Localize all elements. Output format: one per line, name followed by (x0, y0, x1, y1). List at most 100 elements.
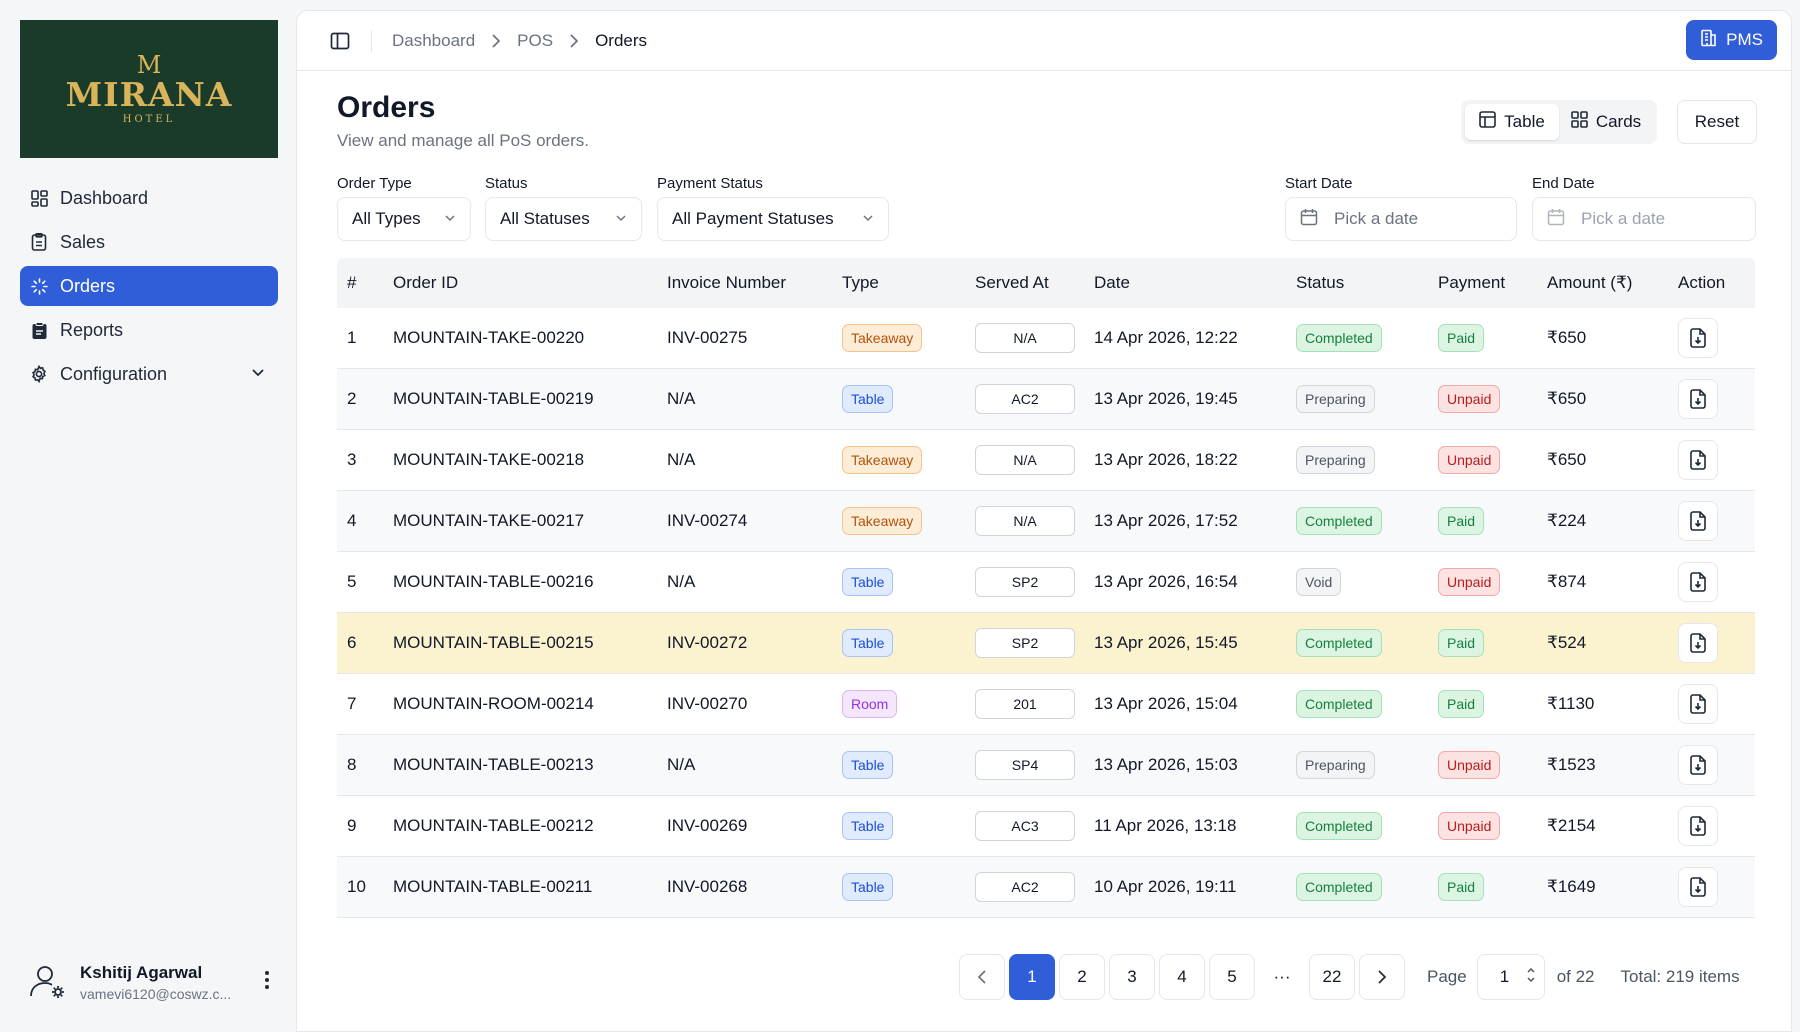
download-invoice-button[interactable] (1678, 440, 1718, 480)
action-cell (1678, 623, 1755, 663)
invoice-number: N/A (667, 572, 696, 591)
type-badge: Table (842, 568, 894, 596)
download-invoice-button[interactable] (1678, 379, 1718, 419)
prev-page-button[interactable] (959, 954, 1005, 1000)
invoice-number: N/A (667, 755, 696, 774)
logo-sub: HOTEL (122, 113, 176, 125)
type-badge: Table (842, 751, 894, 779)
order-id: MOUNTAIN-TABLE-00219 (393, 389, 594, 408)
download-invoice-button[interactable] (1678, 562, 1718, 602)
order-date: 14 Apr 2026, 12:22 (1094, 328, 1238, 347)
table-row[interactable]: 1 MOUNTAIN-TAKE-00220 INV-00275 Takeaway N/A… (337, 308, 1755, 369)
chevron-left-icon (977, 970, 986, 984)
served-cell: N/A (975, 506, 1094, 536)
sidebar-item-label: Sales (60, 231, 106, 252)
table-row[interactable]: 5 MOUNTAIN-TABLE-00216 N/A Table SP2 13 Apr 2… (337, 552, 1755, 613)
sidebar-item-reports[interactable]: Reports (20, 310, 278, 350)
pms-button[interactable]: PMS (1686, 20, 1777, 60)
page-subtitle: View and manage all PoS orders. (337, 131, 590, 150)
served-at-badge: SP4 (975, 750, 1075, 780)
sidebar-toggle-icon[interactable] (329, 30, 351, 52)
chevron-down-icon[interactable] (250, 364, 266, 385)
sidebar-item-dashboard[interactable]: Dashboard (20, 178, 278, 218)
row-number: 1 (347, 328, 357, 347)
breadcrumb-dashboard[interactable]: Dashboard (392, 30, 476, 50)
order-date: 10 Apr 2026, 19:11 (1094, 877, 1237, 896)
payment-status-select[interactable]: All Payment Statuses (657, 197, 889, 241)
column-header: Invoice Number (667, 273, 787, 292)
row-number: 6 (347, 633, 357, 652)
download-invoice-button[interactable] (1678, 867, 1718, 907)
table-row[interactable]: 10 MOUNTAIN-TABLE-00211 INV-00268 Table AC2 1… (337, 857, 1755, 918)
table-row[interactable]: 9 MOUNTAIN-TABLE-00212 INV-00269 Table AC3 11… (337, 796, 1755, 857)
served-cell: SP2 (975, 567, 1094, 597)
page-button-1[interactable]: 1 (1009, 954, 1055, 1000)
start-date-placeholder: Pick a date (1334, 209, 1419, 228)
table-row[interactable]: 8 MOUNTAIN-TABLE-00213 N/A Table SP4 13 Apr 2… (337, 735, 1755, 796)
page-button-5[interactable]: 5 (1209, 954, 1255, 1000)
end-date-picker[interactable]: Pick a date (1532, 197, 1756, 241)
grid-icon (1571, 111, 1588, 133)
page-button-last[interactable]: 22 (1309, 954, 1355, 1000)
order-type-select[interactable]: All Types (337, 197, 471, 241)
status-select[interactable]: All Statuses (485, 197, 642, 241)
next-page-button[interactable] (1359, 954, 1405, 1000)
stepper-icon[interactable] (1526, 966, 1536, 989)
sidebar-item-orders[interactable]: Orders (20, 266, 278, 306)
payment-cell: Paid (1438, 507, 1547, 535)
brand-logo[interactable]: M MIRANA HOTEL (20, 20, 278, 158)
start-date-picker[interactable]: Pick a date (1285, 197, 1517, 241)
user-name: Kshitij Agarwal (80, 962, 203, 982)
page-number-input[interactable]: 1 (1476, 954, 1545, 1000)
chevron-down-icon (862, 209, 874, 229)
payment-cell: Paid (1438, 629, 1547, 657)
sidebar-item-configuration[interactable]: Configuration (20, 354, 278, 394)
orders-icon (30, 277, 48, 295)
table-row[interactable]: 7 MOUNTAIN-ROOM-00214 INV-00270 Room 201 13 A… (337, 674, 1755, 735)
payment-badge: Paid (1438, 324, 1485, 352)
page-button-2[interactable]: 2 (1059, 954, 1105, 1000)
table-row[interactable]: 2 MOUNTAIN-TABLE-00219 N/A Table AC2 13 Apr 2… (337, 369, 1755, 430)
reset-button[interactable]: Reset (1677, 100, 1757, 144)
table-row[interactable]: 4 MOUNTAIN-TAKE-00217 INV-00274 Takeaway N/A… (337, 491, 1755, 552)
gear-icon (30, 365, 48, 383)
status-cell: Void (1296, 568, 1438, 596)
sidebar-item-label: Orders (60, 275, 116, 296)
cards-view-label: Cards (1595, 112, 1642, 131)
building-icon (1700, 29, 1718, 52)
download-invoice-button[interactable] (1678, 745, 1718, 785)
download-invoice-button[interactable] (1678, 623, 1718, 663)
table-row[interactable]: 3 MOUNTAIN-TAKE-00218 N/A Takeaway N/A 13 Apr… (337, 430, 1755, 491)
action-cell (1678, 745, 1755, 785)
download-invoice-button[interactable] (1678, 684, 1718, 724)
order-type-value: All Types (352, 209, 421, 228)
served-cell: AC3 (975, 811, 1094, 841)
order-id: MOUNTAIN-TABLE-00211 (393, 877, 593, 896)
status-cell: Preparing (1296, 385, 1438, 413)
row-number: 5 (347, 572, 357, 591)
page-button-4[interactable]: 4 (1159, 954, 1205, 1000)
payment-cell: Paid (1438, 873, 1547, 901)
more-vertical-icon[interactable] (264, 970, 270, 995)
file-download-icon (1690, 877, 1706, 897)
page-button-3[interactable]: 3 (1109, 954, 1155, 1000)
order-id: MOUNTAIN-TABLE-00213 (393, 755, 594, 774)
breadcrumb-pos[interactable]: POS (517, 30, 554, 50)
table-row[interactable]: 6 MOUNTAIN-TABLE-00215 INV-00272 Table SP2 13… (337, 613, 1755, 674)
sidebar-item-label: Reports (60, 319, 124, 340)
amount: ₹650 (1547, 450, 1587, 469)
invoice-number: INV-00275 (667, 328, 748, 347)
user-profile[interactable]: Kshitij Agarwal vamevi6120@coswz.c... (28, 958, 278, 1006)
order-date: 13 Apr 2026, 15:03 (1094, 755, 1238, 774)
download-invoice-button[interactable] (1678, 806, 1718, 846)
cards-view-button[interactable]: Cards (1559, 104, 1653, 140)
amount: ₹224 (1547, 511, 1587, 530)
payment-badge: Unpaid (1438, 446, 1501, 474)
sidebar-item-sales[interactable]: Sales (20, 222, 278, 262)
table-view-button[interactable]: Table (1465, 104, 1559, 140)
download-invoice-button[interactable] (1678, 501, 1718, 541)
served-at-badge: AC3 (975, 811, 1075, 841)
pagination-ellipsis: ··· (1273, 967, 1291, 986)
download-invoice-button[interactable] (1678, 318, 1718, 358)
amount: ₹1523 (1547, 755, 1596, 774)
